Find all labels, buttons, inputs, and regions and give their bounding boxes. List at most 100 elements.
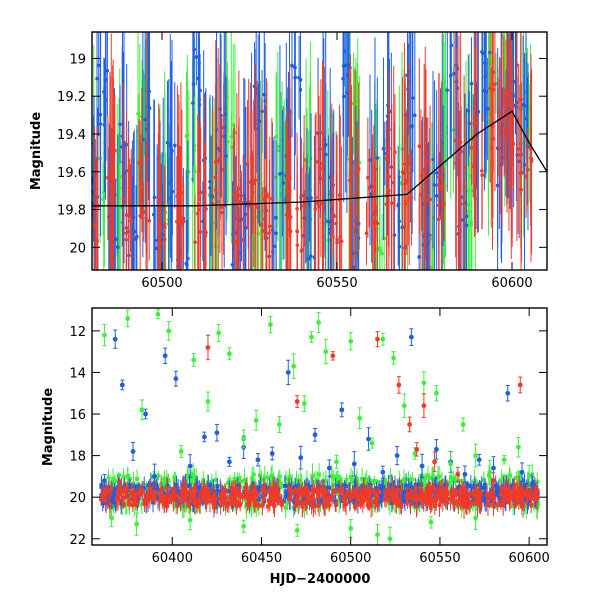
data-point (366, 477, 371, 482)
data-point (112, 142, 116, 146)
data-point (473, 453, 479, 459)
data-point (359, 486, 364, 491)
data-point (104, 77, 108, 82)
data-point (195, 211, 200, 216)
data-point (532, 483, 537, 488)
data-point (353, 192, 357, 197)
data-point (462, 504, 467, 509)
data-point (162, 353, 168, 359)
data-point (213, 496, 218, 501)
data-point (147, 89, 152, 94)
data-point (214, 430, 220, 436)
data-point (399, 487, 404, 492)
data-point (331, 490, 336, 495)
data-point (175, 219, 179, 224)
data-point (473, 515, 479, 521)
data-point (469, 81, 474, 86)
data-point (528, 495, 533, 500)
data-point (526, 473, 532, 479)
top-data-points (92, 32, 534, 270)
data-point (369, 481, 374, 486)
data-point (434, 496, 439, 501)
data-point (274, 134, 278, 139)
data-point (185, 263, 189, 267)
data-point (153, 490, 158, 495)
data-point (468, 504, 473, 509)
data-point (395, 501, 400, 506)
data-point (102, 123, 107, 127)
data-point (522, 497, 527, 502)
data-point (413, 113, 417, 118)
data-point (194, 55, 199, 59)
data-point (250, 476, 255, 481)
data-point (174, 483, 179, 488)
data-point (139, 483, 144, 488)
data-point (504, 488, 509, 493)
data-point (333, 489, 338, 494)
data-point (453, 479, 458, 484)
data-point (417, 144, 422, 149)
data-point (242, 478, 247, 483)
data-point (224, 154, 228, 158)
data-point (130, 493, 135, 498)
data-point (471, 497, 476, 502)
data-point (331, 213, 336, 217)
data-point (198, 190, 203, 195)
data-point (443, 131, 448, 135)
data-point (210, 483, 215, 488)
data-point (396, 382, 402, 388)
data-point (233, 486, 238, 491)
data-point (130, 449, 136, 454)
data-point (205, 399, 211, 404)
data-point (454, 489, 459, 494)
data-point (172, 488, 177, 493)
data-point (394, 490, 399, 495)
data-point (198, 88, 202, 93)
data-point (467, 174, 472, 178)
data-point (480, 173, 485, 177)
data-point (427, 490, 432, 495)
data-point (229, 496, 234, 501)
data-point (147, 496, 152, 501)
data-point (525, 167, 530, 172)
data-point (316, 490, 321, 495)
data-point (392, 497, 397, 502)
data-point (171, 491, 176, 496)
data-point (387, 491, 392, 496)
data-point (129, 219, 134, 223)
data-point (473, 115, 477, 120)
data-point (139, 490, 144, 495)
data-point (317, 503, 322, 508)
data-point (410, 495, 415, 500)
data-point (112, 486, 117, 491)
data-point (330, 203, 334, 207)
data-point (382, 479, 387, 484)
data-point (380, 486, 385, 491)
data-point (102, 478, 107, 483)
data-point (375, 480, 380, 485)
data-point (452, 71, 456, 76)
data-point (341, 94, 346, 99)
data-point (414, 446, 420, 452)
data-point (410, 477, 415, 482)
data-point (434, 194, 439, 198)
data-point (524, 174, 528, 179)
data-point (178, 449, 184, 454)
data-point (309, 196, 313, 200)
data-point (173, 477, 178, 482)
data-point (351, 489, 356, 494)
data-point (407, 162, 412, 167)
data-point (404, 494, 409, 499)
data-point (463, 500, 468, 505)
data-point (95, 76, 99, 81)
data-point (440, 486, 445, 491)
data-point (491, 503, 496, 508)
data-point (277, 474, 282, 479)
data-point (348, 492, 353, 497)
data-point (307, 158, 312, 163)
data-point (449, 43, 454, 48)
data-point (483, 61, 487, 65)
data-point (252, 488, 257, 493)
data-point (401, 403, 407, 409)
data-point (301, 401, 307, 407)
